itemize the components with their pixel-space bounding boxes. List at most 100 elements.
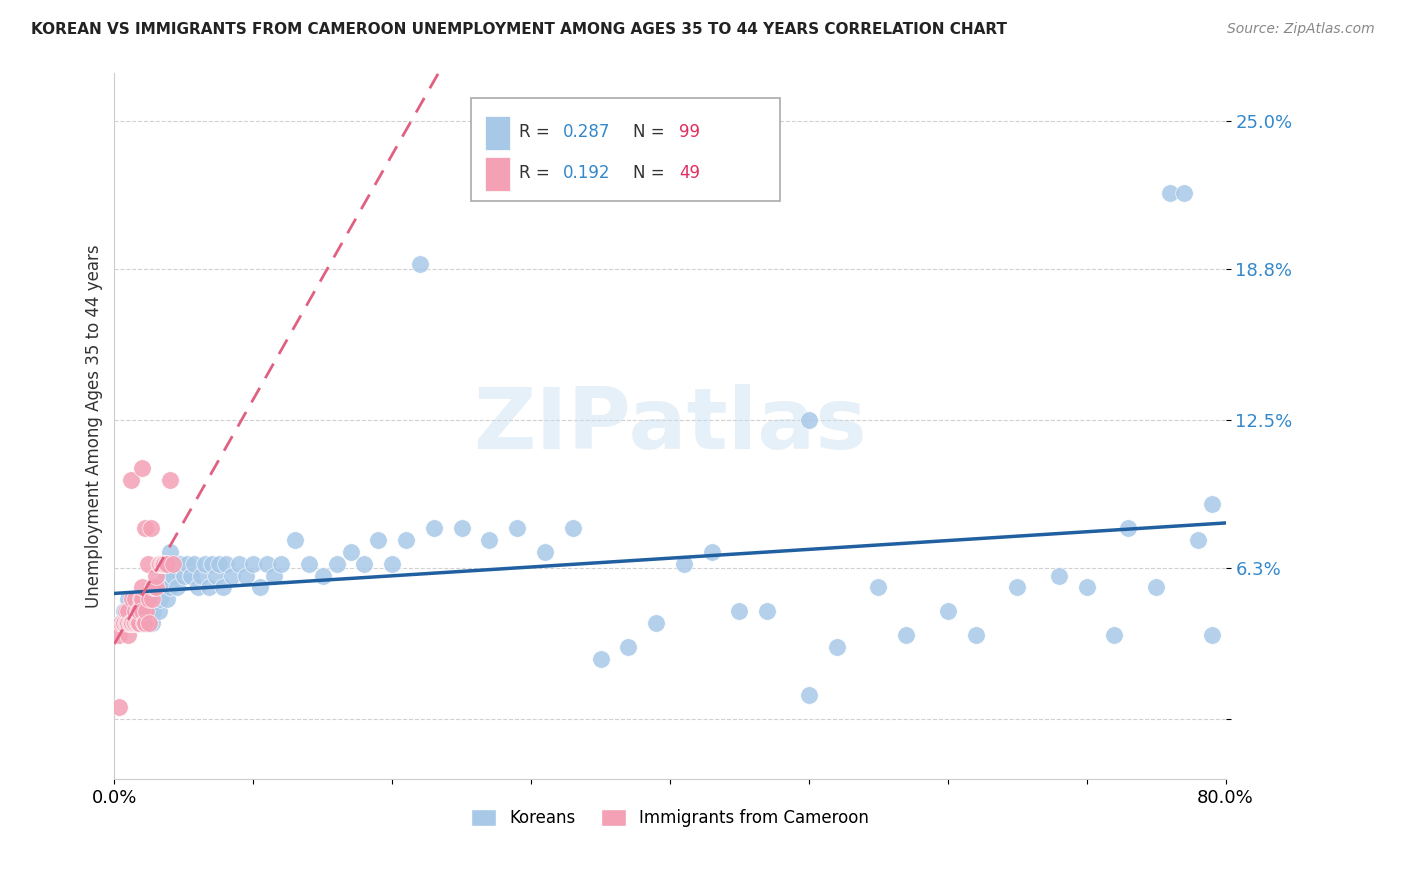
Point — [129, 592, 152, 607]
Legend: Koreans, Immigrants from Cameroon: Koreans, Immigrants from Cameroon — [464, 803, 876, 834]
Point — [176, 557, 198, 571]
Point — [131, 604, 153, 618]
Point — [263, 568, 285, 582]
Point — [152, 581, 174, 595]
Text: N =: N = — [633, 123, 664, 141]
Point — [298, 557, 321, 571]
Point — [162, 557, 184, 571]
Point — [1201, 628, 1223, 642]
Point — [155, 568, 177, 582]
Point — [190, 568, 212, 582]
Point — [1104, 628, 1126, 642]
Point — [284, 533, 307, 547]
Point — [131, 592, 153, 607]
Point — [136, 557, 159, 571]
Point — [270, 557, 292, 571]
Point — [138, 616, 160, 631]
Point — [700, 544, 723, 558]
Point — [534, 544, 557, 558]
Point — [312, 568, 335, 582]
Point — [107, 628, 129, 642]
Point — [506, 521, 529, 535]
Point — [138, 592, 160, 607]
Text: 0.192: 0.192 — [562, 164, 610, 182]
Point — [117, 604, 139, 618]
Point — [228, 557, 250, 571]
Point — [125, 616, 148, 631]
Point — [825, 640, 848, 655]
Point — [353, 557, 375, 571]
Point — [122, 616, 145, 631]
Point — [965, 628, 987, 642]
Point — [128, 604, 150, 618]
Text: N =: N = — [633, 164, 664, 182]
Point — [142, 581, 165, 595]
Point — [134, 616, 156, 631]
Point — [124, 604, 146, 618]
Point — [1007, 581, 1029, 595]
Point — [134, 604, 156, 618]
Point — [256, 557, 278, 571]
Point — [121, 592, 143, 607]
Point — [478, 533, 501, 547]
Point — [127, 616, 149, 631]
Text: KOREAN VS IMMIGRANTS FROM CAMEROON UNEMPLOYMENT AMONG AGES 35 TO 44 YEARS CORREL: KOREAN VS IMMIGRANTS FROM CAMEROON UNEMP… — [31, 22, 1007, 37]
Point — [131, 604, 153, 618]
Point — [124, 604, 146, 618]
Point — [214, 557, 236, 571]
Point — [173, 568, 195, 582]
Point — [115, 604, 138, 618]
Point — [110, 616, 132, 631]
Point — [131, 581, 153, 595]
Point — [868, 581, 890, 595]
Point — [143, 581, 166, 595]
Point — [110, 616, 132, 631]
Point — [936, 604, 959, 618]
Text: R =: R = — [519, 164, 550, 182]
Point — [381, 557, 404, 571]
Text: 49: 49 — [679, 164, 700, 182]
Point — [117, 604, 139, 618]
Point — [198, 581, 221, 595]
Point — [1076, 581, 1098, 595]
Point — [156, 557, 179, 571]
Point — [797, 413, 820, 427]
Point — [148, 604, 170, 618]
Point — [159, 544, 181, 558]
Point — [134, 521, 156, 535]
Point — [180, 568, 202, 582]
Point — [112, 604, 135, 618]
Point — [221, 568, 243, 582]
Point — [367, 533, 389, 547]
Point — [112, 616, 135, 631]
Text: 99: 99 — [679, 123, 700, 141]
Point — [131, 616, 153, 631]
Text: Source: ZipAtlas.com: Source: ZipAtlas.com — [1227, 22, 1375, 37]
Point — [141, 616, 163, 631]
Text: R =: R = — [519, 123, 550, 141]
Point — [135, 604, 157, 618]
Point — [118, 616, 141, 631]
Point — [122, 616, 145, 631]
Point — [672, 557, 695, 571]
Point — [117, 628, 139, 642]
Point — [145, 568, 167, 582]
Point — [159, 581, 181, 595]
Text: 0.287: 0.287 — [562, 123, 610, 141]
Point — [1144, 581, 1167, 595]
Point — [135, 592, 157, 607]
Point — [149, 557, 172, 571]
Point — [617, 640, 640, 655]
Point — [114, 616, 136, 631]
Point — [150, 557, 173, 571]
Point — [145, 581, 167, 595]
Point — [142, 604, 165, 618]
Point — [1118, 521, 1140, 535]
Point — [141, 592, 163, 607]
Point — [162, 568, 184, 582]
Point — [204, 568, 226, 582]
Point — [395, 533, 418, 547]
Point — [117, 616, 139, 631]
Point — [139, 521, 162, 535]
Point — [120, 616, 142, 631]
